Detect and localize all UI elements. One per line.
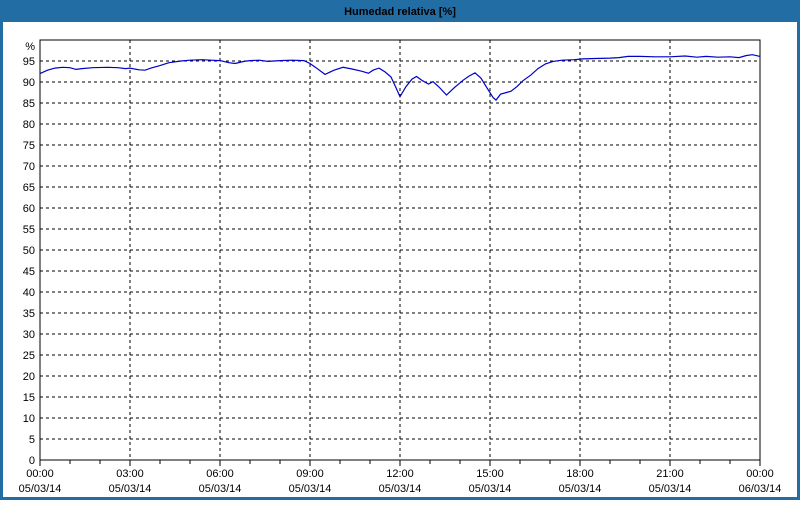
svg-text:45: 45 <box>23 266 35 278</box>
svg-text:06/03/14: 06/03/14 <box>739 483 782 495</box>
svg-text:5: 5 <box>29 434 35 446</box>
svg-text:00:00: 00:00 <box>26 468 54 480</box>
svg-text:03:00: 03:00 <box>116 468 144 480</box>
svg-text:06:00: 06:00 <box>206 468 234 480</box>
svg-text:95: 95 <box>23 56 35 68</box>
title-bar <box>0 0 800 22</box>
svg-text:85: 85 <box>23 98 35 110</box>
svg-text:55: 55 <box>23 224 35 236</box>
svg-text:90: 90 <box>23 77 35 89</box>
svg-text:35: 35 <box>23 308 35 320</box>
svg-text:05/03/14: 05/03/14 <box>19 483 62 495</box>
svg-text:12:00: 12:00 <box>386 468 414 480</box>
svg-text:25: 25 <box>23 350 35 362</box>
svg-text:05/03/14: 05/03/14 <box>559 483 602 495</box>
axis-labels: 0 5 10 15 20 25 30 35 40 45 50 55 60 65 70 75 80 85 90 95% 0… <box>19 41 782 495</box>
svg-text:60: 60 <box>23 203 35 215</box>
axes-frame <box>39 39 761 466</box>
svg-text:65: 65 <box>23 182 35 194</box>
svg-text:15:00: 15:00 <box>476 468 504 480</box>
svg-text:20: 20 <box>23 371 35 383</box>
svg-text:05/03/14: 05/03/14 <box>199 483 242 495</box>
svg-text:05/03/14: 05/03/14 <box>289 483 332 495</box>
svg-text:%: % <box>25 41 35 53</box>
svg-text:00:00: 00:00 <box>746 468 774 480</box>
svg-text:40: 40 <box>23 287 35 299</box>
svg-text:05/03/14: 05/03/14 <box>379 483 422 495</box>
svg-text:05/03/14: 05/03/14 <box>649 483 692 495</box>
svg-text:18:00: 18:00 <box>566 468 594 480</box>
svg-text:30: 30 <box>23 329 35 341</box>
svg-text:70: 70 <box>23 161 35 173</box>
svg-text:0: 0 <box>29 455 35 467</box>
svg-text:75: 75 <box>23 140 35 152</box>
svg-text:80: 80 <box>23 119 35 131</box>
svg-text:09:00: 09:00 <box>296 468 324 480</box>
svg-text:05/03/14: 05/03/14 <box>109 483 152 495</box>
chart-title: Humedad relativa [%] <box>344 6 456 18</box>
svg-text:21:00: 21:00 <box>656 468 684 480</box>
svg-text:05/03/14: 05/03/14 <box>469 483 512 495</box>
svg-text:10: 10 <box>23 413 35 425</box>
svg-text:50: 50 <box>23 245 35 257</box>
humidity-series-line <box>39 54 761 101</box>
svg-text:15: 15 <box>23 392 35 404</box>
gridlines <box>40 40 760 460</box>
